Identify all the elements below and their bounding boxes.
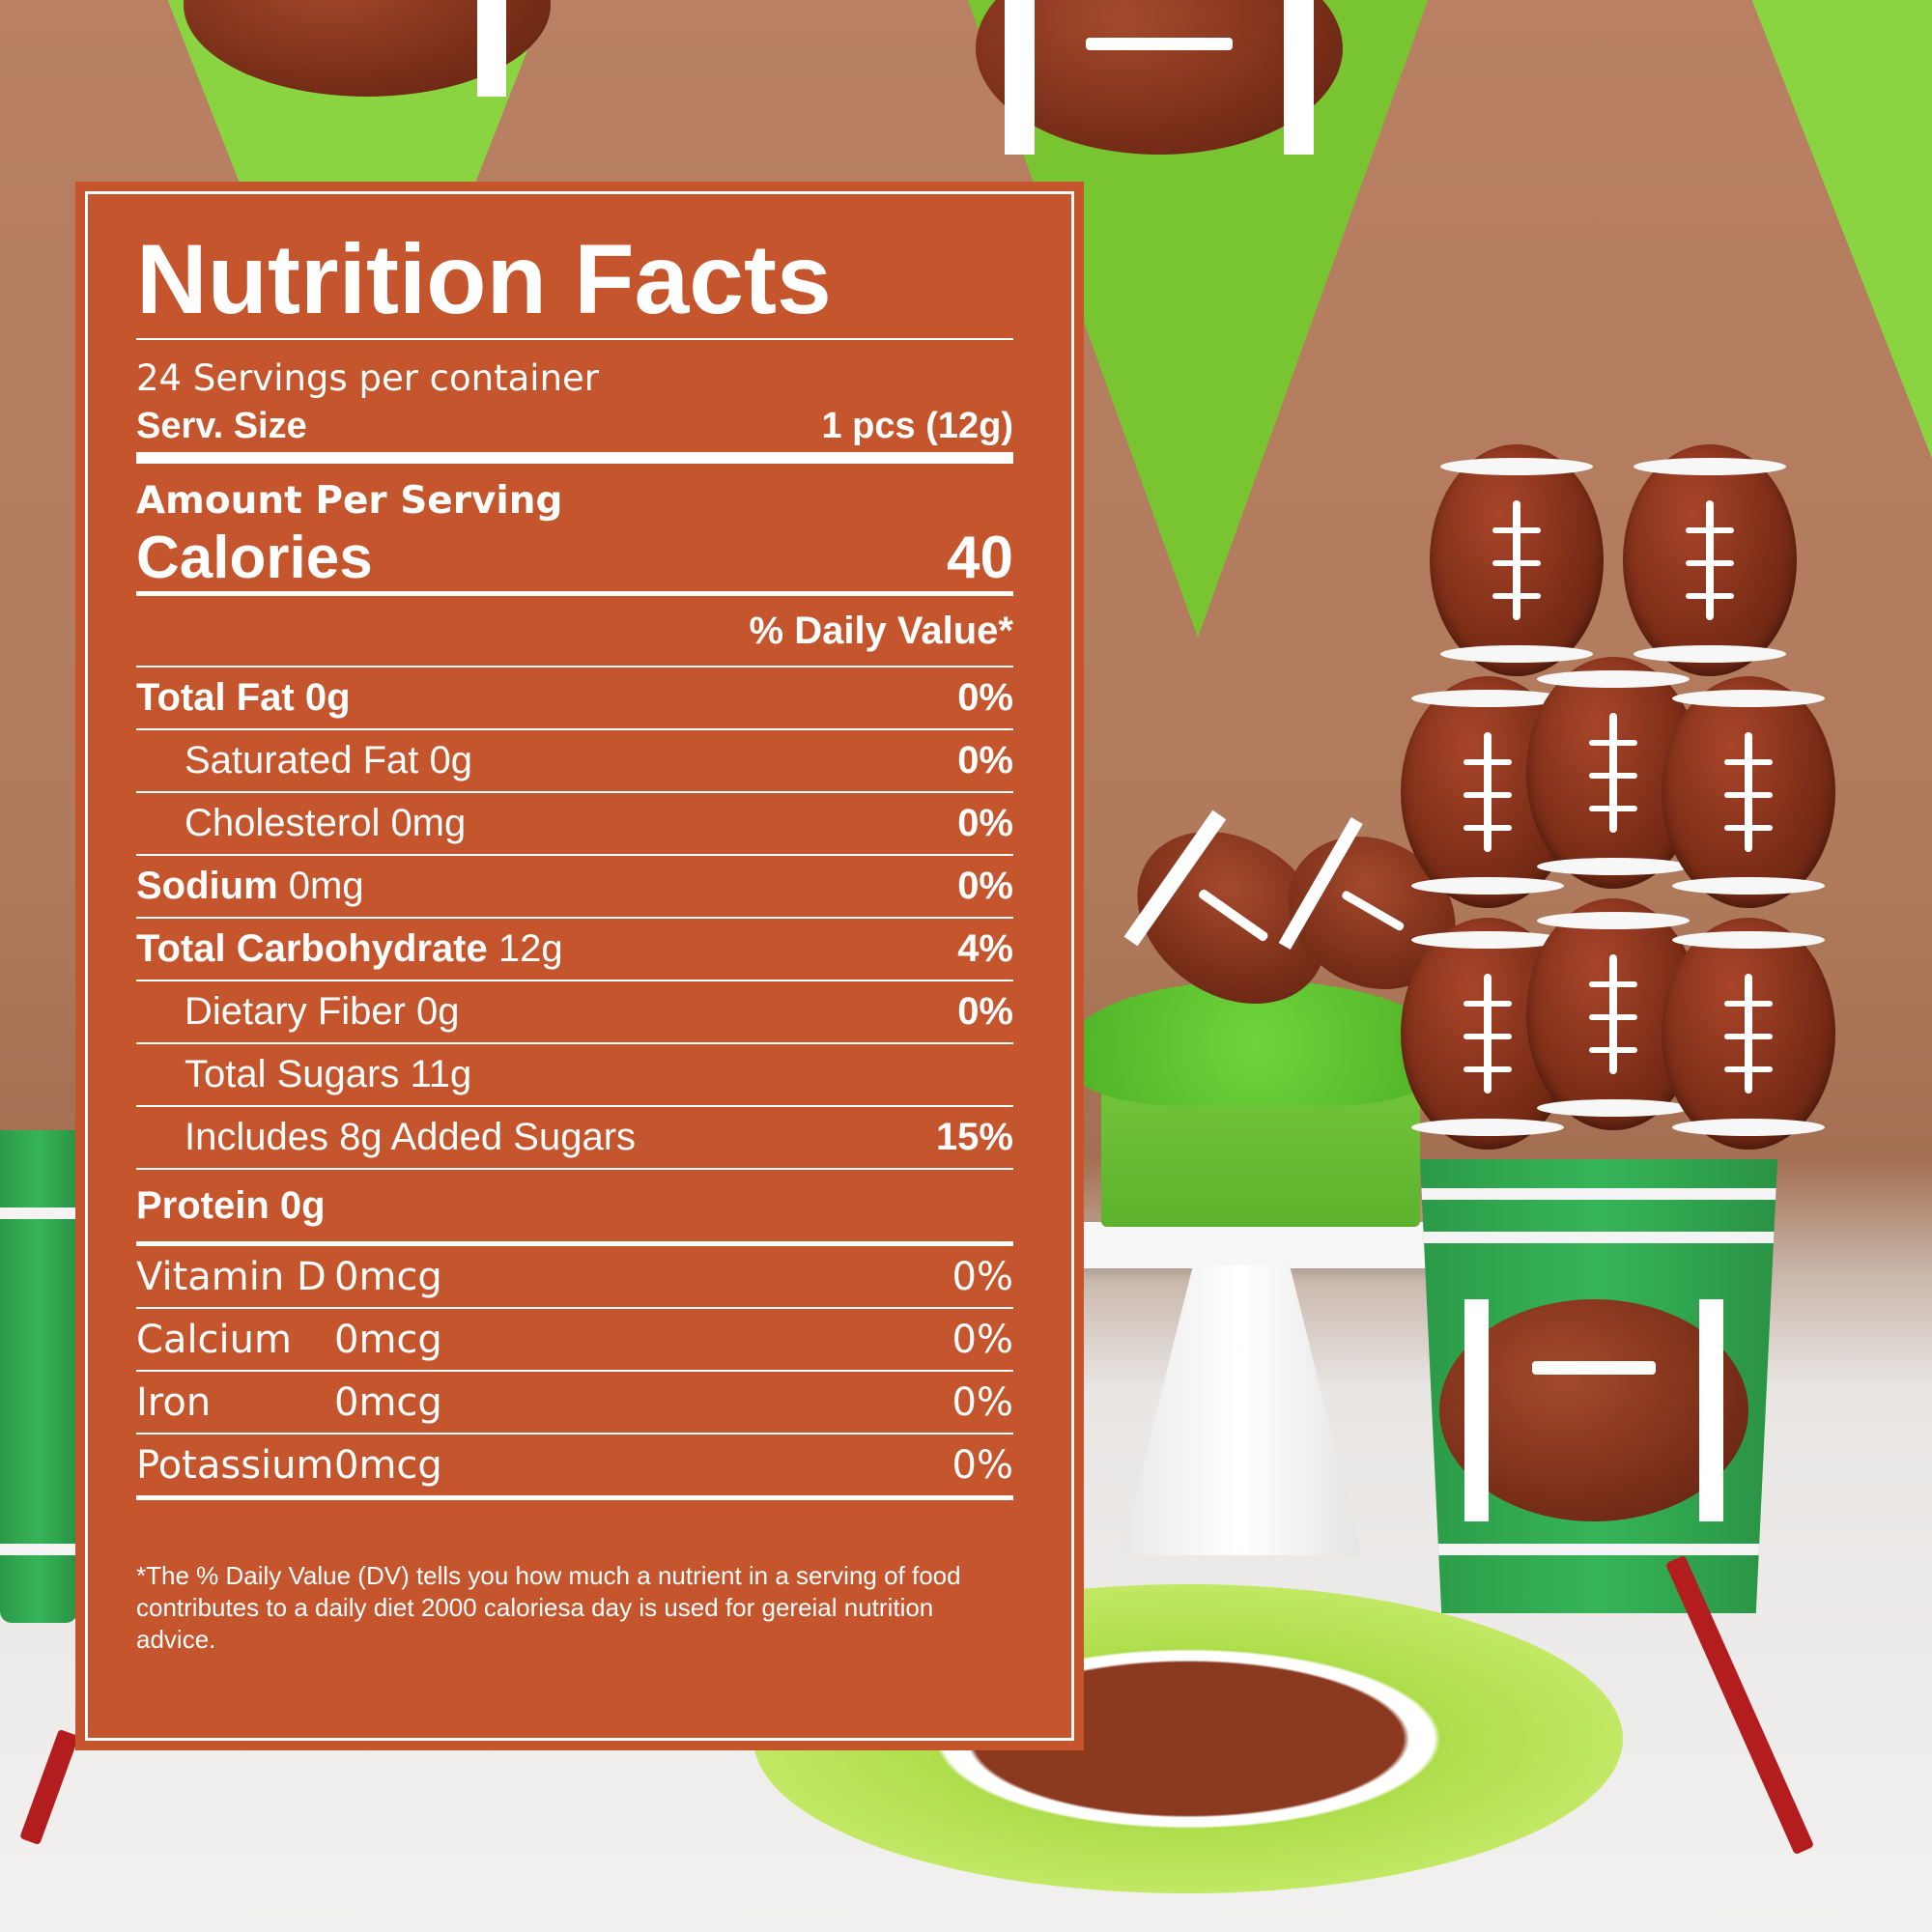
divider bbox=[136, 791, 1013, 793]
pennant-flag-right bbox=[1729, 0, 1932, 483]
calories-value: 40 bbox=[947, 524, 1013, 591]
nutrient-daily-value: 0% bbox=[957, 676, 1013, 719]
nutrient-row-cholesterol: Cholesterol 0mg 0% bbox=[136, 793, 1013, 854]
vitamin-name: Potassium bbox=[136, 1442, 334, 1488]
divider bbox=[136, 1105, 1013, 1107]
divider bbox=[136, 980, 1013, 981]
label-content: Nutrition Facts 24 Servings per containe… bbox=[136, 230, 1013, 1656]
nutrient-name: Total Carbohydrate bbox=[136, 927, 488, 970]
nutrient-name: Cholesterol 0mg bbox=[185, 802, 467, 844]
nutrient-daily-value: 0% bbox=[957, 802, 1013, 844]
calories-label: Calories bbox=[136, 524, 373, 591]
label-border bbox=[85, 191, 1074, 1741]
vitamin-name: Calcium bbox=[136, 1317, 292, 1362]
nutrient-amount: 0mg bbox=[288, 865, 364, 907]
divider bbox=[136, 1433, 1013, 1435]
divider bbox=[136, 1307, 1013, 1309]
divider bbox=[136, 854, 1013, 856]
candy-football-2 bbox=[1623, 444, 1797, 676]
pennant-football-center bbox=[976, 0, 1343, 155]
vitamin-row-calcium: Calcium 0mcg 0% bbox=[136, 1309, 1013, 1370]
cup-football-graphic bbox=[1439, 1299, 1748, 1521]
vitamin-daily-value: 0% bbox=[952, 1254, 1013, 1299]
divider-medium bbox=[136, 1241, 1013, 1246]
candy-football-5 bbox=[1662, 676, 1835, 908]
divider bbox=[136, 1042, 1013, 1044]
nutrient-row-protein: Protein 0g bbox=[136, 1170, 1013, 1241]
divider bbox=[136, 917, 1013, 919]
divider bbox=[136, 666, 1013, 668]
vitamin-amount: 0mcg bbox=[334, 1442, 442, 1488]
divider bbox=[136, 1168, 1013, 1170]
fork-left bbox=[19, 1728, 79, 1846]
vitamin-row-iron: Iron 0mcg 0% bbox=[136, 1372, 1013, 1433]
vitamin-row-vitamin-d: Vitamin D 0mcg 0% bbox=[136, 1246, 1013, 1307]
candy-football-1 bbox=[1430, 444, 1604, 676]
nutrient-row-saturated-fat: Saturated Fat 0g 0% bbox=[136, 730, 1013, 791]
vitamin-daily-value: 0% bbox=[952, 1379, 1013, 1425]
nutrient-daily-value: 0% bbox=[957, 739, 1013, 781]
calories-row: Calories 40 bbox=[136, 524, 1013, 591]
serving-size-value: 1 pcs (12g) bbox=[821, 405, 1013, 446]
vitamin-daily-value: 0% bbox=[952, 1317, 1013, 1362]
daily-value-header-row: % Daily Value* bbox=[136, 596, 1013, 666]
nutrient-name: Total Sugars 11g bbox=[185, 1053, 472, 1095]
nutrient-row-added-sugars: Includes 8g Added Sugars 15% bbox=[136, 1107, 1013, 1168]
servings-per-container: 24 Servings per container bbox=[136, 356, 599, 399]
vitamin-row-potassium: Potassium 0mcg 0% bbox=[136, 1435, 1013, 1495]
vitamin-name: Vitamin D bbox=[136, 1254, 327, 1299]
party-cup-left bbox=[0, 1130, 77, 1623]
nutrient-row-total-sugars: Total Sugars 11g bbox=[136, 1044, 1013, 1105]
nutrient-amount: 0g bbox=[304, 676, 351, 719]
amount-per-serving: Amount Per Serving bbox=[136, 478, 563, 523]
cake-stand-top bbox=[1043, 1222, 1439, 1268]
vitamin-amount: 0mcg bbox=[334, 1317, 442, 1362]
divider-medium bbox=[136, 591, 1013, 596]
candy-football-8 bbox=[1662, 918, 1835, 1150]
nutrient-daily-value: 0% bbox=[957, 990, 1013, 1033]
nutrient-row-total-carbohydrate: Total Carbohydrate 12g 4% bbox=[136, 919, 1013, 980]
daily-value-footnote: *The % Daily Value (DV) tells you how mu… bbox=[136, 1561, 961, 1654]
cake-stand-leg bbox=[1121, 1265, 1362, 1555]
nutrient-name: Includes 8g Added Sugars bbox=[185, 1116, 637, 1158]
nutrient-name: Dietary Fiber 0g bbox=[185, 990, 460, 1033]
nutrient-row-dietary-fiber: Dietary Fiber 0g 0% bbox=[136, 981, 1013, 1042]
nutrient-name: Total Fat bbox=[136, 676, 295, 719]
vitamin-name: Iron bbox=[136, 1379, 212, 1425]
divider bbox=[136, 1370, 1013, 1372]
divider-thick bbox=[136, 452, 1013, 464]
nutrient-name: Saturated Fat 0g bbox=[185, 739, 472, 781]
nutrient-daily-value: 15% bbox=[935, 1116, 1013, 1158]
label-title: Nutrition Facts bbox=[136, 224, 832, 334]
serving-size-label: Serv. Size bbox=[136, 405, 307, 446]
divider bbox=[136, 728, 1013, 730]
nutrient-daily-value: 0% bbox=[957, 865, 1013, 907]
vitamin-amount: 0mcg bbox=[334, 1379, 442, 1425]
divider-medium bbox=[136, 1495, 1013, 1500]
nutrient-row-sodium: Sodium 0mg 0% bbox=[136, 856, 1013, 917]
nutrient-name: Protein bbox=[136, 1183, 270, 1227]
nutrient-amount: 0g bbox=[279, 1183, 326, 1227]
nutrient-amount: 12g bbox=[497, 927, 563, 970]
nutrition-facts-label: Nutrition Facts 24 Servings per containe… bbox=[75, 182, 1084, 1750]
serving-size-row: Serv. Size 1 pcs (12g) bbox=[136, 400, 1013, 452]
divider bbox=[136, 338, 1013, 340]
nutrient-row-total-fat: Total Fat 0g 0% bbox=[136, 668, 1013, 728]
vitamin-daily-value: 0% bbox=[952, 1442, 1013, 1488]
vitamin-amount: 0mcg bbox=[334, 1254, 442, 1299]
daily-value-header: % Daily Value* bbox=[749, 609, 1013, 652]
nutrient-name: Sodium bbox=[136, 865, 278, 907]
nutrient-daily-value: 4% bbox=[957, 927, 1013, 970]
